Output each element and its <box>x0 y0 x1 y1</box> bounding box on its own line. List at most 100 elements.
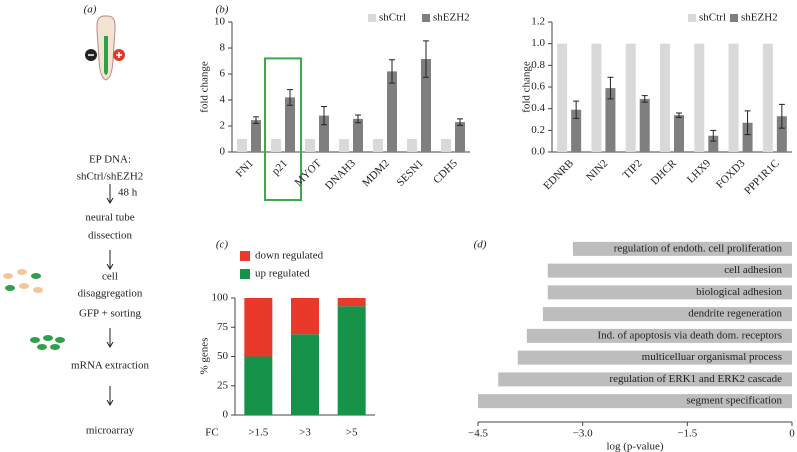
x-tick-label: NIN2 <box>584 157 610 183</box>
bar <box>285 97 295 152</box>
bar <box>776 116 787 152</box>
error-bar <box>423 40 429 78</box>
workflow-step: 48 h <box>118 187 138 199</box>
legend-swatch <box>730 14 738 22</box>
bar <box>421 59 431 152</box>
bar <box>305 139 315 152</box>
x-tick-label: EDNRB <box>541 157 576 192</box>
panel-label: (b) <box>216 4 229 16</box>
x-tick-label: LHX9 <box>685 157 714 186</box>
bar <box>271 139 281 152</box>
panel-label: (d) <box>474 239 487 251</box>
workflow-step: dissection <box>88 230 132 242</box>
workflow-panel: (a) <box>3 4 125 406</box>
bar <box>591 43 602 152</box>
bar <box>674 115 684 152</box>
bar <box>373 139 383 152</box>
bar <box>557 43 568 152</box>
bar <box>762 43 773 152</box>
x-tick-label: CDH5 <box>431 157 460 186</box>
x-tick-label: DHCR <box>649 157 680 188</box>
legend-label: shCtrl <box>379 12 406 24</box>
error-bar <box>778 103 785 129</box>
x-axis-label: log (p-value) <box>606 441 663 452</box>
highlight-box <box>264 57 302 202</box>
x-tick-label: −1.5 <box>677 428 697 440</box>
y-tick-label: 25 <box>217 379 229 391</box>
bar <box>708 135 719 152</box>
bar <box>498 372 792 387</box>
x-tick-label: MDM2 <box>360 157 392 189</box>
x-tick-label: >5 <box>346 427 358 439</box>
bar <box>478 394 792 409</box>
legend-swatch <box>422 14 430 22</box>
y-tick-label: 0.0 <box>531 146 545 158</box>
bar <box>455 122 465 152</box>
error-bar <box>641 95 648 103</box>
y-tick-label: 1.0 <box>531 37 545 49</box>
bar <box>625 43 636 152</box>
bar <box>639 98 650 152</box>
bar <box>319 115 329 152</box>
error-bar <box>457 118 463 126</box>
workflow-step: disaggregation <box>78 288 143 300</box>
workflow-step: cell <box>102 271 118 283</box>
bar-segment <box>291 298 319 335</box>
bar-label: dendrite regeneration <box>688 308 782 320</box>
error-bar <box>321 106 327 126</box>
bar-label: segment specification <box>686 395 782 407</box>
bar-segment <box>337 298 366 307</box>
y-tick-label: 4 <box>220 94 226 106</box>
bar <box>547 285 792 300</box>
bar-label: biological adhesion <box>696 286 782 298</box>
x-tick-label: >1.5 <box>248 427 268 439</box>
error-bar <box>389 59 395 84</box>
x-tick-label: p21 <box>270 157 290 177</box>
workflow-step: shCtrl/shEZH2 <box>77 171 144 183</box>
bar <box>605 88 616 152</box>
y-tick-label: 75 <box>217 321 229 333</box>
legend-swatch <box>688 14 696 22</box>
y-tick-label: 0.8 <box>531 59 545 71</box>
legend-label: up regulated <box>255 268 310 280</box>
error-bar <box>744 110 751 136</box>
y-tick-label: 0 <box>220 146 226 158</box>
x-tick-label: MYOT <box>293 157 325 189</box>
x-tick-label: PPP1R1C <box>742 157 782 197</box>
bar <box>742 122 753 152</box>
legend-swatch <box>368 14 376 22</box>
y-tick-label: 6 <box>220 68 226 80</box>
y-tick-label: 100 <box>212 292 229 304</box>
workflow-step: mRNA extraction <box>71 360 149 372</box>
y-tick-label: 0.6 <box>531 81 545 93</box>
x-tick-label: −4.5 <box>468 428 488 440</box>
error-bar <box>573 100 580 119</box>
legend-label: shEZH2 <box>741 12 778 24</box>
x-tick-label: −3.0 <box>573 428 593 440</box>
bar <box>542 307 792 322</box>
x-tick-label: >3 <box>299 427 311 439</box>
error-bar <box>253 116 259 124</box>
x-tick-label: FOXD3 <box>714 157 748 191</box>
bar-label: regulation of ERK1 and ERK2 cascade <box>609 373 782 385</box>
bar <box>728 43 739 152</box>
y-axis-label: fold change <box>521 61 533 113</box>
x-tick-label: TIP2 <box>621 157 645 181</box>
bar <box>387 71 397 152</box>
bar-segment <box>244 356 273 415</box>
x-tick-label: DNAH3 <box>323 157 358 192</box>
y-tick-label: 8 <box>220 42 226 54</box>
y-tick-label: 2 <box>220 120 226 132</box>
bar <box>237 139 247 152</box>
arrows <box>106 184 114 406</box>
bar <box>694 43 705 152</box>
y-axis-label: fold change <box>199 61 211 113</box>
x-tick-label: 0 <box>789 428 795 440</box>
bar <box>251 120 261 152</box>
bar <box>353 118 363 152</box>
x-tick-label: FN1 <box>234 157 256 179</box>
bar-label: multicelluar organismal process <box>642 351 782 363</box>
bar-segment <box>244 298 273 357</box>
y-axis-label: % genes <box>199 338 211 375</box>
